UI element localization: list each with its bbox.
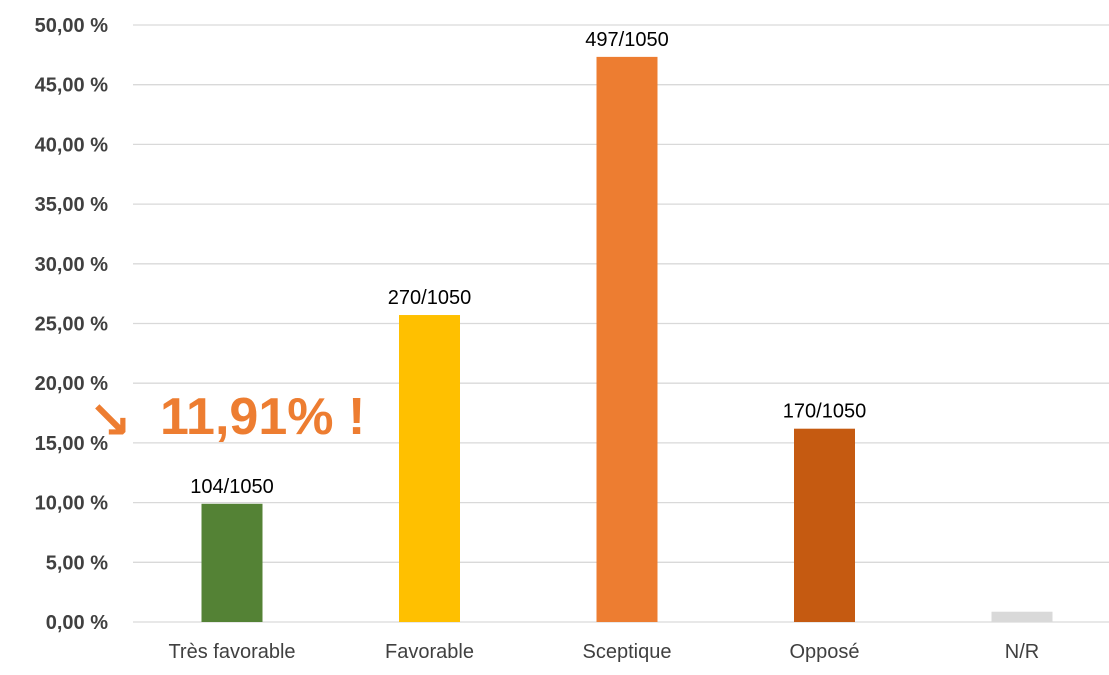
y-tick-label: 20,00 %: [35, 373, 109, 395]
data-labels: 104/1050 270/1050 497/1050 170/1050: [190, 29, 866, 498]
bar: [794, 428, 855, 622]
bar: [399, 315, 460, 622]
bar: [596, 56, 658, 622]
bars: [201, 56, 1053, 622]
x-tick-label: Opposé: [789, 641, 859, 663]
callout-arrow-icon: ↘: [88, 392, 132, 450]
y-tick-label: 40,00 %: [35, 134, 109, 156]
bar: [201, 503, 263, 622]
data-label: 497/1050: [585, 29, 668, 51]
y-tick-label: 10,00 %: [35, 493, 109, 515]
x-tick-label: N/R: [1005, 641, 1039, 663]
y-tick-label: 30,00 %: [35, 254, 109, 276]
y-tick-label: 0,00 %: [46, 612, 108, 634]
bar: [991, 611, 1053, 622]
callout-annotation: 11,91% !: [160, 388, 365, 446]
x-tick-label: Très favorable: [168, 641, 295, 663]
y-tick-label: 45,00 %: [35, 75, 109, 97]
y-tick-label: 15,00 %: [35, 433, 109, 455]
y-tick-label: 25,00 %: [35, 314, 109, 336]
data-label: 104/1050: [190, 476, 273, 498]
x-tick-label: Sceptique: [583, 641, 672, 663]
data-label: 270/1050: [388, 287, 471, 309]
y-tick-label: 35,00 %: [35, 194, 109, 216]
data-label: 170/1050: [783, 401, 866, 423]
y-tick-label: 50,00 %: [35, 15, 109, 37]
x-tick-label: Favorable: [385, 641, 474, 663]
y-tick-label: 5,00 %: [46, 552, 108, 574]
y-axis-tick-labels: 0,00 % 5,00 % 10,00 % 15,00 % 20,00 % 25,00 %…: [35, 15, 109, 634]
x-axis-tick-labels: Très favorable Favorable Sceptique Opposé N/…: [168, 641, 1039, 663]
